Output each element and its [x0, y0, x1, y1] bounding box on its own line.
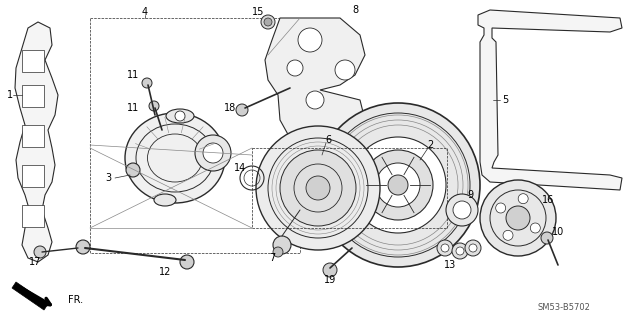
Text: 5: 5: [502, 95, 508, 105]
Circle shape: [469, 244, 477, 252]
Circle shape: [453, 201, 471, 219]
Circle shape: [480, 180, 556, 256]
Text: 19: 19: [324, 275, 336, 285]
Circle shape: [298, 28, 322, 52]
Circle shape: [363, 150, 433, 220]
Text: 15: 15: [252, 7, 264, 17]
Circle shape: [350, 137, 446, 233]
Text: 11: 11: [127, 70, 139, 80]
Polygon shape: [12, 282, 48, 310]
Bar: [252, 148, 447, 228]
Bar: [22, 165, 44, 187]
Text: 17: 17: [29, 257, 41, 267]
Circle shape: [175, 111, 185, 121]
Circle shape: [264, 18, 272, 26]
Text: SM53-B5702: SM53-B5702: [537, 303, 590, 313]
Circle shape: [306, 176, 330, 200]
Circle shape: [388, 175, 408, 195]
Circle shape: [149, 101, 159, 111]
Circle shape: [34, 246, 46, 258]
Circle shape: [465, 240, 481, 256]
Circle shape: [316, 103, 480, 267]
Text: 1: 1: [7, 90, 13, 100]
Text: 18: 18: [224, 103, 236, 113]
Text: 3: 3: [105, 173, 111, 183]
Ellipse shape: [125, 113, 225, 203]
Text: 14: 14: [234, 163, 246, 173]
Circle shape: [441, 244, 449, 252]
Text: 13: 13: [444, 260, 456, 270]
Bar: [90, 18, 300, 253]
Text: 4: 4: [142, 7, 148, 17]
Circle shape: [273, 236, 291, 254]
Circle shape: [142, 78, 152, 88]
Circle shape: [306, 91, 324, 109]
Circle shape: [541, 232, 553, 244]
Circle shape: [503, 230, 513, 240]
Text: 12: 12: [159, 267, 171, 277]
Text: 8: 8: [352, 5, 358, 15]
Circle shape: [531, 223, 540, 233]
Circle shape: [126, 163, 140, 177]
Circle shape: [518, 194, 528, 204]
Text: 10: 10: [552, 227, 564, 237]
Text: 6: 6: [325, 135, 331, 145]
Ellipse shape: [154, 194, 176, 206]
Polygon shape: [15, 22, 58, 262]
Circle shape: [335, 60, 355, 80]
Circle shape: [261, 15, 275, 29]
Polygon shape: [265, 18, 365, 150]
Circle shape: [76, 240, 90, 254]
Text: 7: 7: [269, 253, 275, 263]
Circle shape: [236, 104, 248, 116]
Polygon shape: [478, 10, 622, 190]
Bar: [22, 50, 44, 72]
Circle shape: [180, 255, 194, 269]
Circle shape: [452, 243, 468, 259]
Circle shape: [456, 247, 464, 255]
Bar: [22, 125, 44, 147]
Text: 2: 2: [427, 140, 433, 150]
Circle shape: [323, 263, 337, 277]
Bar: [22, 205, 44, 227]
Text: 9: 9: [467, 190, 473, 200]
Circle shape: [273, 247, 283, 257]
Circle shape: [280, 150, 356, 226]
Circle shape: [287, 60, 303, 76]
Circle shape: [203, 143, 223, 163]
Circle shape: [376, 163, 420, 207]
Circle shape: [195, 135, 231, 171]
Circle shape: [506, 206, 530, 230]
Circle shape: [437, 240, 453, 256]
Ellipse shape: [166, 109, 194, 123]
Text: 11: 11: [127, 103, 139, 113]
Circle shape: [256, 126, 380, 250]
Circle shape: [495, 203, 506, 213]
Circle shape: [446, 194, 478, 226]
Bar: [22, 85, 44, 107]
Text: 16: 16: [542, 195, 554, 205]
Text: FR.: FR.: [68, 295, 83, 305]
